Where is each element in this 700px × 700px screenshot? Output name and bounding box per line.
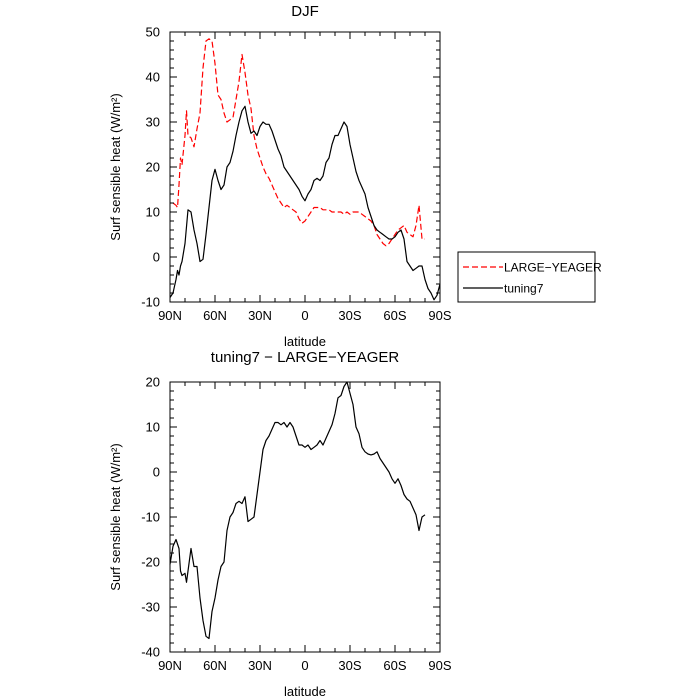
series-line-large-yeager <box>172 38 425 247</box>
x-tick-label: 90N <box>158 308 182 323</box>
series-line-tuning7 <box>169 105 441 301</box>
y-tick-label: 40 <box>146 70 160 85</box>
legend: LARGE−YEAGER tuning7 <box>457 251 602 303</box>
x-tick-label: 60S <box>383 658 406 673</box>
y-tick-label: 10 <box>146 420 160 435</box>
x-axis-label: latitude <box>284 684 326 699</box>
y-axis-label: Surf sensible heat (W/m²) <box>108 443 123 590</box>
chart-difference: tuning7 − LARGE−YEAGER 90N 60N 30N 0 30S 60S 9… <box>108 349 452 699</box>
x-tick-label: 60S <box>383 308 406 323</box>
legend-label: LARGE−YEAGER <box>504 261 602 275</box>
chart-title: tuning7 − LARGE−YEAGER <box>211 349 400 366</box>
x-tick-label: 30N <box>248 308 272 323</box>
x-tick-label: 30S <box>338 308 361 323</box>
y-tick-label: -10 <box>141 295 160 310</box>
chart-title: DJF <box>291 3 319 20</box>
y-tick-label: 50 <box>146 25 160 40</box>
y-tick-label: -10 <box>141 510 160 525</box>
x-tick-label: 60N <box>203 308 227 323</box>
legend-box <box>457 251 596 303</box>
plot-frame <box>169 381 441 653</box>
y-tick-label: 20 <box>146 160 160 175</box>
y-tick-label: 10 <box>146 205 160 220</box>
x-tick-label: 0 <box>301 658 308 673</box>
x-tick-label: 30N <box>248 658 272 673</box>
y-tick-label: -30 <box>141 600 160 615</box>
y-tick-label: 0 <box>153 250 160 265</box>
legend-label: tuning7 <box>504 282 544 296</box>
chart-djf: DJF 90N 60N 30N 0 30S 60S 90S -10 0 10 20 30 40 50 la… <box>108 3 602 349</box>
y-tick-label: 20 <box>146 375 160 390</box>
series-line-0 <box>169 381 426 640</box>
y-tick-label: 30 <box>146 115 160 130</box>
x-tick-label: 60N <box>203 658 227 673</box>
x-tick-label: 90N <box>158 658 182 673</box>
y-tick-label: -40 <box>141 645 160 660</box>
y-axis-label: Surf sensible heat (W/m²) <box>108 93 123 240</box>
y-tick-label: -20 <box>141 555 160 570</box>
plot-frame <box>169 31 441 303</box>
x-tick-label: 90S <box>428 658 451 673</box>
y-tick-label: 0 <box>153 465 160 480</box>
x-tick-label: 0 <box>301 308 308 323</box>
x-tick-label: 30S <box>338 658 361 673</box>
x-axis-label: latitude <box>284 334 326 349</box>
x-tick-label: 90S <box>428 308 451 323</box>
